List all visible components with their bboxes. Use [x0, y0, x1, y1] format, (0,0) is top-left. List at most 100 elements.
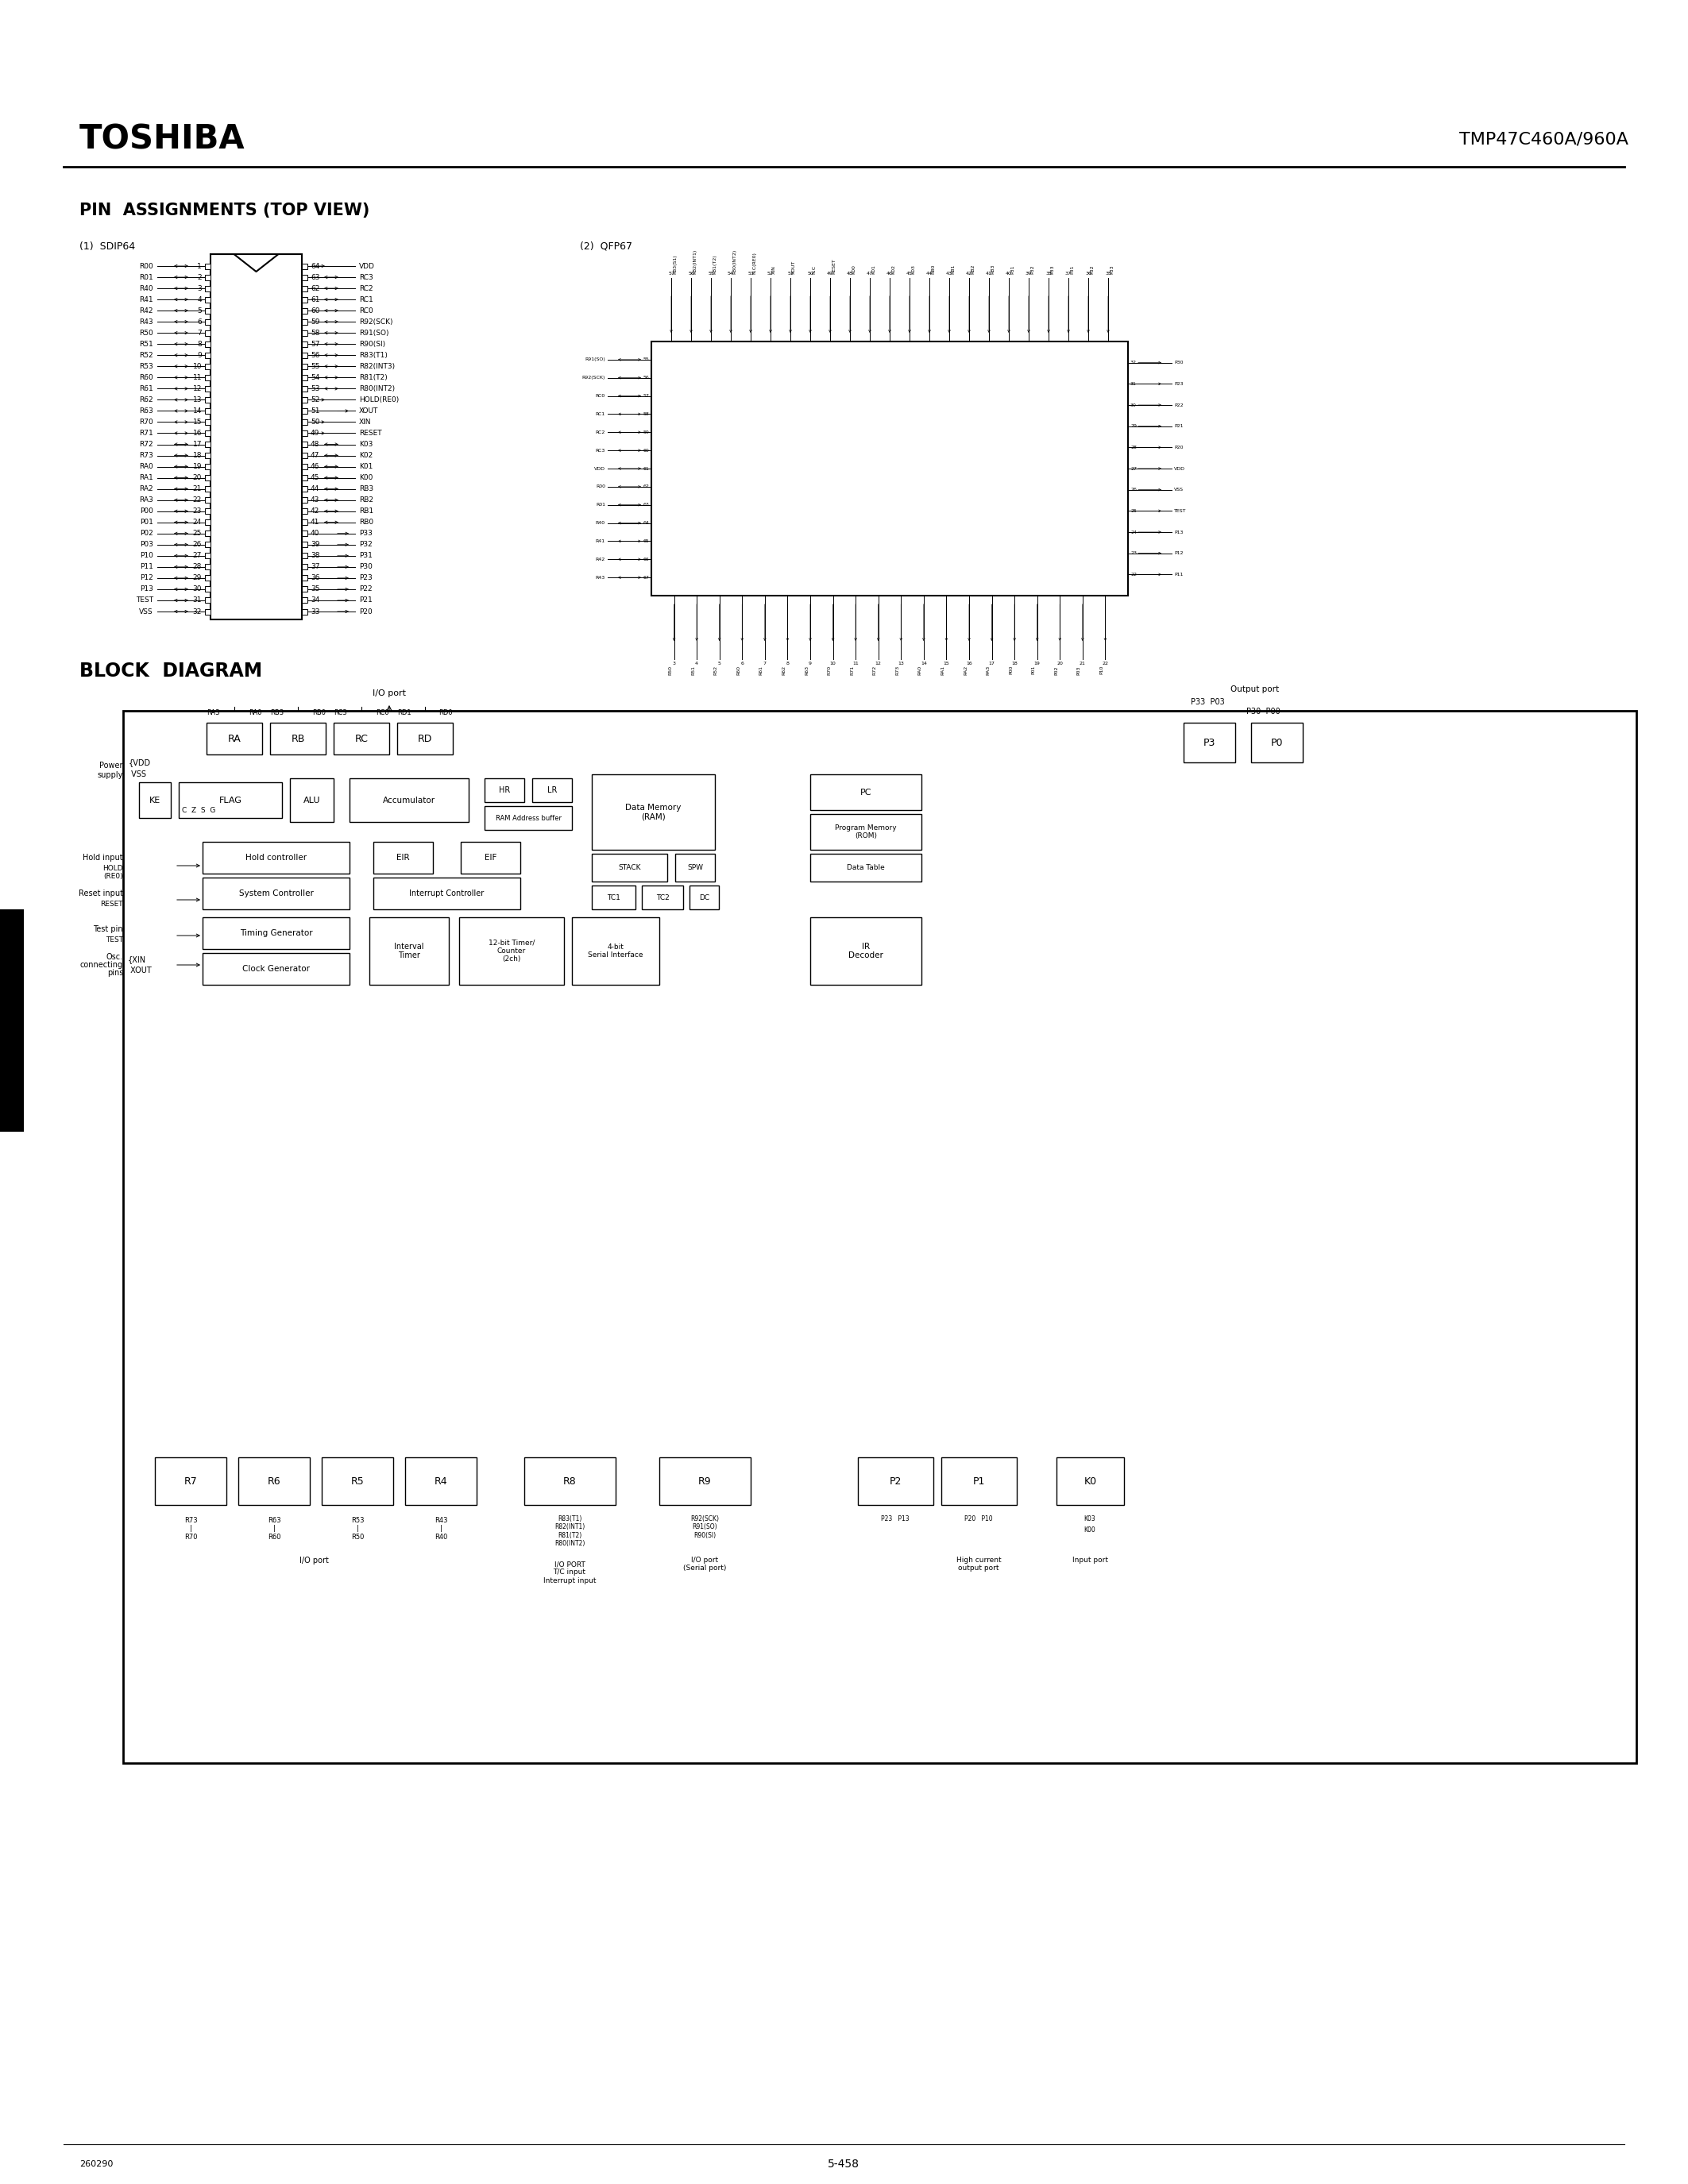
Text: TEST: TEST: [1175, 509, 1187, 513]
Bar: [204, 264, 211, 269]
Text: R9: R9: [699, 1476, 712, 1487]
Text: 48: 48: [311, 441, 319, 448]
Text: BLOCK  DIAGRAM: BLOCK DIAGRAM: [79, 662, 262, 681]
Text: (RE0): (RE0): [103, 871, 123, 880]
Text: I/O port
(Serial port): I/O port (Serial port): [684, 1557, 726, 1572]
Text: R80(INT2): R80(INT2): [360, 384, 395, 393]
Text: 5-458: 5-458: [827, 2158, 859, 2169]
Text: 15: 15: [944, 662, 949, 666]
Bar: [810, 854, 922, 882]
Text: Interval
Timer: Interval Timer: [395, 943, 424, 959]
Text: R52: R52: [714, 666, 717, 675]
Bar: [397, 723, 452, 753]
Text: 64: 64: [311, 262, 319, 269]
Text: P21: P21: [360, 596, 373, 605]
Text: R92(SCK)
R91(SO)
R90(SI): R92(SCK) R91(SO) R90(SI): [690, 1516, 719, 1540]
Text: RA0: RA0: [138, 463, 154, 470]
Text: DC: DC: [699, 893, 709, 902]
Text: 8: 8: [787, 662, 788, 666]
Bar: [302, 463, 307, 470]
Text: Input port: Input port: [1072, 1557, 1107, 1564]
Text: SPW: SPW: [687, 865, 702, 871]
Text: R01: R01: [596, 502, 606, 507]
Text: 27: 27: [192, 553, 203, 559]
Text: 4: 4: [695, 662, 699, 666]
Bar: [123, 710, 1636, 1762]
Text: K03: K03: [360, 441, 373, 448]
Text: TOSHIBA: TOSHIBA: [79, 122, 245, 155]
Text: 32: 32: [1131, 360, 1136, 365]
Text: XOUT: XOUT: [128, 968, 152, 974]
Bar: [204, 408, 211, 413]
Text: 38: 38: [311, 553, 319, 559]
Text: 19: 19: [1035, 662, 1040, 666]
Text: 51: 51: [311, 408, 319, 415]
Text: 43: 43: [945, 271, 952, 275]
Text: 52: 52: [311, 395, 319, 404]
Text: R92(SCK): R92(SCK): [360, 319, 393, 325]
Text: R01: R01: [138, 273, 154, 282]
Text: 56: 56: [689, 271, 694, 275]
Text: 17: 17: [989, 662, 994, 666]
Text: 23: 23: [1131, 550, 1136, 555]
Text: 31: 31: [1131, 382, 1136, 387]
Text: 7: 7: [197, 330, 203, 336]
Text: K01: K01: [871, 264, 876, 273]
Text: RC: RC: [354, 734, 368, 745]
Bar: [0, 909, 24, 1131]
Text: EIR: EIR: [397, 854, 410, 863]
Text: R72: R72: [873, 666, 876, 675]
Text: R7: R7: [184, 1476, 197, 1487]
Text: 10: 10: [830, 662, 836, 666]
Text: P00: P00: [1009, 666, 1013, 675]
Text: TMP47C460A/960A: TMP47C460A/960A: [1458, 131, 1629, 146]
Text: P02: P02: [140, 531, 154, 537]
Bar: [138, 782, 170, 819]
Text: {VDD: {VDD: [128, 758, 150, 767]
Text: R82(INT3): R82(INT3): [360, 363, 395, 369]
Text: RD: RD: [417, 734, 432, 745]
Bar: [204, 441, 211, 448]
Text: 14: 14: [192, 408, 203, 415]
Text: 59: 59: [643, 430, 648, 435]
Text: K01: K01: [360, 463, 373, 470]
Bar: [302, 563, 307, 570]
Text: K02: K02: [891, 264, 895, 273]
Text: 50: 50: [807, 271, 814, 275]
Text: N.C: N.C: [812, 264, 815, 273]
Text: RB3: RB3: [270, 710, 284, 716]
Text: 6: 6: [741, 662, 744, 666]
Bar: [302, 297, 307, 301]
Bar: [652, 341, 1128, 596]
Text: 61: 61: [643, 467, 648, 470]
Text: 37: 37: [311, 563, 319, 570]
Bar: [203, 841, 349, 874]
Bar: [942, 1457, 1016, 1505]
Bar: [592, 854, 667, 882]
Text: 3: 3: [197, 284, 203, 293]
Text: RA: RA: [228, 734, 241, 745]
Text: IR
Decoder: IR Decoder: [849, 943, 883, 959]
Bar: [302, 598, 307, 603]
Text: VDD: VDD: [1175, 467, 1185, 470]
Text: R53
|
R50: R53 | R50: [351, 1518, 365, 1540]
Text: 37: 37: [1065, 271, 1072, 275]
Text: R73: R73: [895, 666, 900, 675]
Text: R42: R42: [140, 308, 154, 314]
Bar: [810, 815, 922, 850]
Text: 66: 66: [643, 557, 648, 561]
Text: High current
output port: High current output port: [955, 1557, 1001, 1572]
Bar: [238, 1457, 311, 1505]
Text: (2)  QFP67: (2) QFP67: [581, 240, 633, 251]
Text: R52: R52: [140, 352, 154, 358]
Bar: [532, 778, 572, 802]
Text: P11: P11: [1175, 572, 1183, 577]
Text: 25: 25: [1131, 509, 1136, 513]
Bar: [302, 441, 307, 448]
Text: RB0: RB0: [312, 710, 326, 716]
Bar: [204, 363, 211, 369]
Bar: [302, 419, 307, 426]
Bar: [405, 1457, 476, 1505]
Text: R43
|
R40: R43 | R40: [434, 1518, 447, 1540]
Bar: [302, 574, 307, 581]
